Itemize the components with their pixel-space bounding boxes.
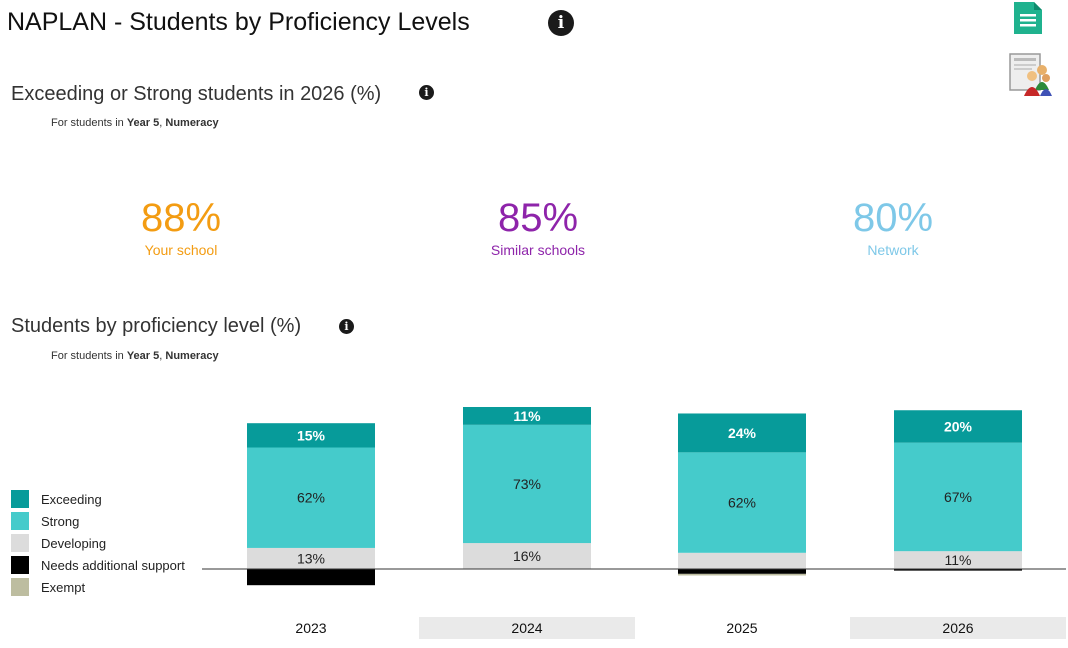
bar-segment-exceeding — [463, 407, 591, 425]
legend-item-needs-additional-support[interactable]: Needs additional support — [11, 554, 185, 576]
legend-swatch — [11, 534, 29, 552]
x-tick-label: 2026 — [942, 620, 973, 636]
bar-segment-needs-additional-support — [678, 569, 806, 574]
kpi-value: 88% — [140, 196, 222, 240]
data-label: 62% — [728, 495, 756, 511]
bar-segment-exceeding — [247, 423, 375, 448]
x-tick-label: 2024 — [511, 620, 542, 636]
year-band — [850, 617, 1066, 639]
kpi-network: 80% Network — [793, 196, 993, 258]
year-band — [419, 617, 635, 639]
data-label: 11% — [945, 552, 972, 568]
summary-info-icon[interactable]: i — [419, 85, 434, 100]
legend-swatch — [11, 578, 29, 596]
data-label: 73% — [513, 476, 541, 492]
data-label: 24% — [728, 425, 757, 441]
bar-segment-exempt — [678, 573, 806, 576]
data-label: 11% — [513, 408, 541, 424]
kpi-value: 85% — [497, 196, 579, 240]
bar-segment-needs-additional-support — [894, 569, 1022, 571]
data-label: 16% — [513, 548, 541, 564]
legend-item-exempt[interactable]: Exempt — [11, 576, 185, 598]
kpi-value: 80% — [852, 196, 934, 240]
legend-swatch — [11, 490, 29, 508]
proficiency-subtitle: For students in Year 5, Numeracy — [51, 350, 219, 362]
legend-label: Exempt — [41, 579, 86, 595]
summary-title: Exceeding or Strong students in 2026 (%) — [11, 83, 382, 105]
x-tick-label: 2023 — [295, 620, 326, 636]
bar-segment-exceeding — [894, 410, 1022, 443]
legend-swatch — [11, 512, 29, 530]
legend-label: Exceeding — [41, 491, 102, 507]
page-title: NAPLAN - Students by Proficiency Levels — [7, 8, 470, 36]
legend-item-developing[interactable]: Developing — [11, 532, 185, 554]
kpi-label: Similar schools — [490, 242, 586, 258]
data-label: 62% — [297, 490, 325, 506]
bar-segment-developing — [678, 552, 806, 569]
kpi-label: Your school — [144, 242, 218, 258]
legend-swatch — [11, 556, 29, 574]
chart-legend: Exceeding Strong Developing Needs additi… — [11, 488, 185, 598]
proficiency-title: Students by proficiency level (%) — [11, 315, 302, 337]
page-info-icon[interactable]: i — [548, 10, 574, 36]
kpi-similar-schools: 85% Similar schools — [438, 196, 638, 258]
legend-label: Developing — [41, 535, 107, 551]
legend-label: Needs additional support — [41, 557, 185, 573]
data-label: 15% — [297, 427, 326, 443]
proficiency-info-icon[interactable]: i — [339, 319, 354, 334]
bar-segment-developing — [894, 551, 1022, 569]
data-label: 13% — [297, 550, 325, 566]
document-icon[interactable] — [1012, 0, 1044, 41]
legend-item-exceeding[interactable]: Exceeding — [11, 488, 185, 510]
kpi-label: Network — [867, 242, 919, 258]
data-label: 20% — [944, 418, 973, 434]
bar-segment-developing — [247, 547, 375, 569]
kpi-your-school: 88% Your school — [81, 196, 281, 258]
bar-segment-strong — [247, 447, 375, 548]
bar-segment-needs-additional-support — [247, 569, 375, 586]
bar-segment-strong — [463, 424, 591, 544]
bar-segment-developing — [463, 543, 591, 569]
data-label: 67% — [944, 489, 972, 505]
bar-segment-strong — [894, 442, 1022, 552]
legend-label: Strong — [41, 513, 80, 529]
bar-segment-exceeding — [678, 413, 806, 453]
bar-segment-strong — [678, 452, 806, 553]
legend-item-strong[interactable]: Strong — [11, 510, 185, 532]
x-tick-label: 2025 — [726, 620, 757, 636]
summary-subtitle: For students in Year 5, Numeracy — [51, 117, 219, 129]
report-people-icon[interactable] — [1008, 52, 1054, 103]
